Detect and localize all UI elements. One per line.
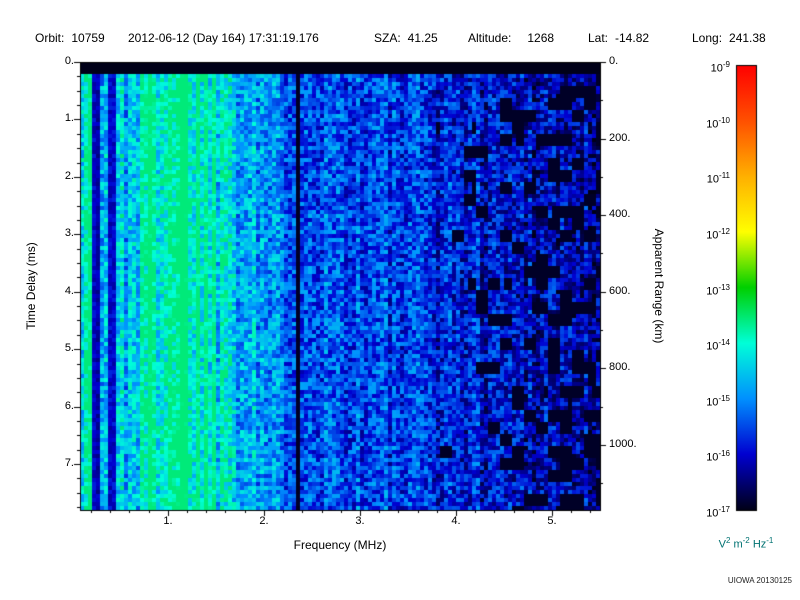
range-tick-label: 400. <box>609 208 631 220</box>
range-tick-label: 1000. <box>609 438 637 450</box>
colorbar-tick-label: 10-14 <box>706 338 730 353</box>
header-value: 241.38 <box>729 31 766 45</box>
header-field-sza: SZA: 41.25 <box>374 31 438 45</box>
x-tick-label: 1. <box>163 515 173 527</box>
header-field-datetime: 2012-06-12 (Day 164) 17:31:19.176 <box>128 31 319 45</box>
header-value: 10759 <box>71 31 105 45</box>
header-label: Long: <box>692 31 723 45</box>
colorbar-tick-label: 10-17 <box>706 505 730 520</box>
y-tick-label: 7. <box>64 457 74 469</box>
header-value: 2012-06-12 (Day 164) 17:31:19.176 <box>128 31 319 45</box>
header-label: Altitude: <box>468 31 512 45</box>
y-tick-label: 5. <box>64 342 74 354</box>
colorbar-tick-label: 10-16 <box>706 449 730 464</box>
header-field-long: Long: 241.38 <box>692 31 766 45</box>
x-axis-title: Frequency (MHz) <box>293 538 387 552</box>
range-tick-label: 200. <box>609 132 631 144</box>
watermark: UIOWA 20130125 <box>727 576 792 585</box>
header-field-orbit: Orbit: 10759 <box>35 31 105 45</box>
range-tick-label: 600. <box>609 285 631 297</box>
colorbar-tick-label: 10-13 <box>706 283 730 298</box>
y-tick-label: 3. <box>64 227 74 239</box>
header-value: 41.25 <box>407 31 438 45</box>
x-tick-label: 3. <box>355 515 365 527</box>
y-tick-label: 2. <box>64 170 74 182</box>
x-tick-label: 2. <box>259 515 269 527</box>
colorbar-tick-label: 10-11 <box>706 171 730 186</box>
header-value: 1268 <box>527 31 555 45</box>
y-axis-title-right: Apparent Range (km) <box>652 228 666 344</box>
colorbar-tick-label: 10-12 <box>706 227 730 242</box>
y-tick-label: 1. <box>64 112 74 124</box>
y-tick-label: 0. <box>64 55 74 67</box>
colorbar-tick-label: 10-15 <box>706 394 730 409</box>
y-axis-title-left: Time Delay (ms) <box>24 242 38 330</box>
x-tick-label: 4. <box>451 515 461 527</box>
y-tick-label: 6. <box>64 400 74 412</box>
header-field-lat: Lat: -14.82 <box>588 31 649 45</box>
range-tick-label: 0. <box>609 55 619 67</box>
header-value: -14.82 <box>615 31 650 45</box>
header-label: SZA: <box>374 31 401 45</box>
colorbar-tick-label: 10-10 <box>706 116 730 131</box>
y-tick-label: 4. <box>64 285 74 297</box>
range-tick-label: 800. <box>609 361 631 373</box>
header-label: Lat: <box>588 31 609 45</box>
colorbar-unit: V2 m-2 Hz-1 <box>718 536 774 551</box>
header-label: Orbit: <box>35 31 65 45</box>
header-field-altitude: Altitude: 1268 <box>468 31 554 45</box>
colorbar-tick-label: 10-9 <box>710 60 730 75</box>
x-tick-label: 5. <box>547 515 557 527</box>
